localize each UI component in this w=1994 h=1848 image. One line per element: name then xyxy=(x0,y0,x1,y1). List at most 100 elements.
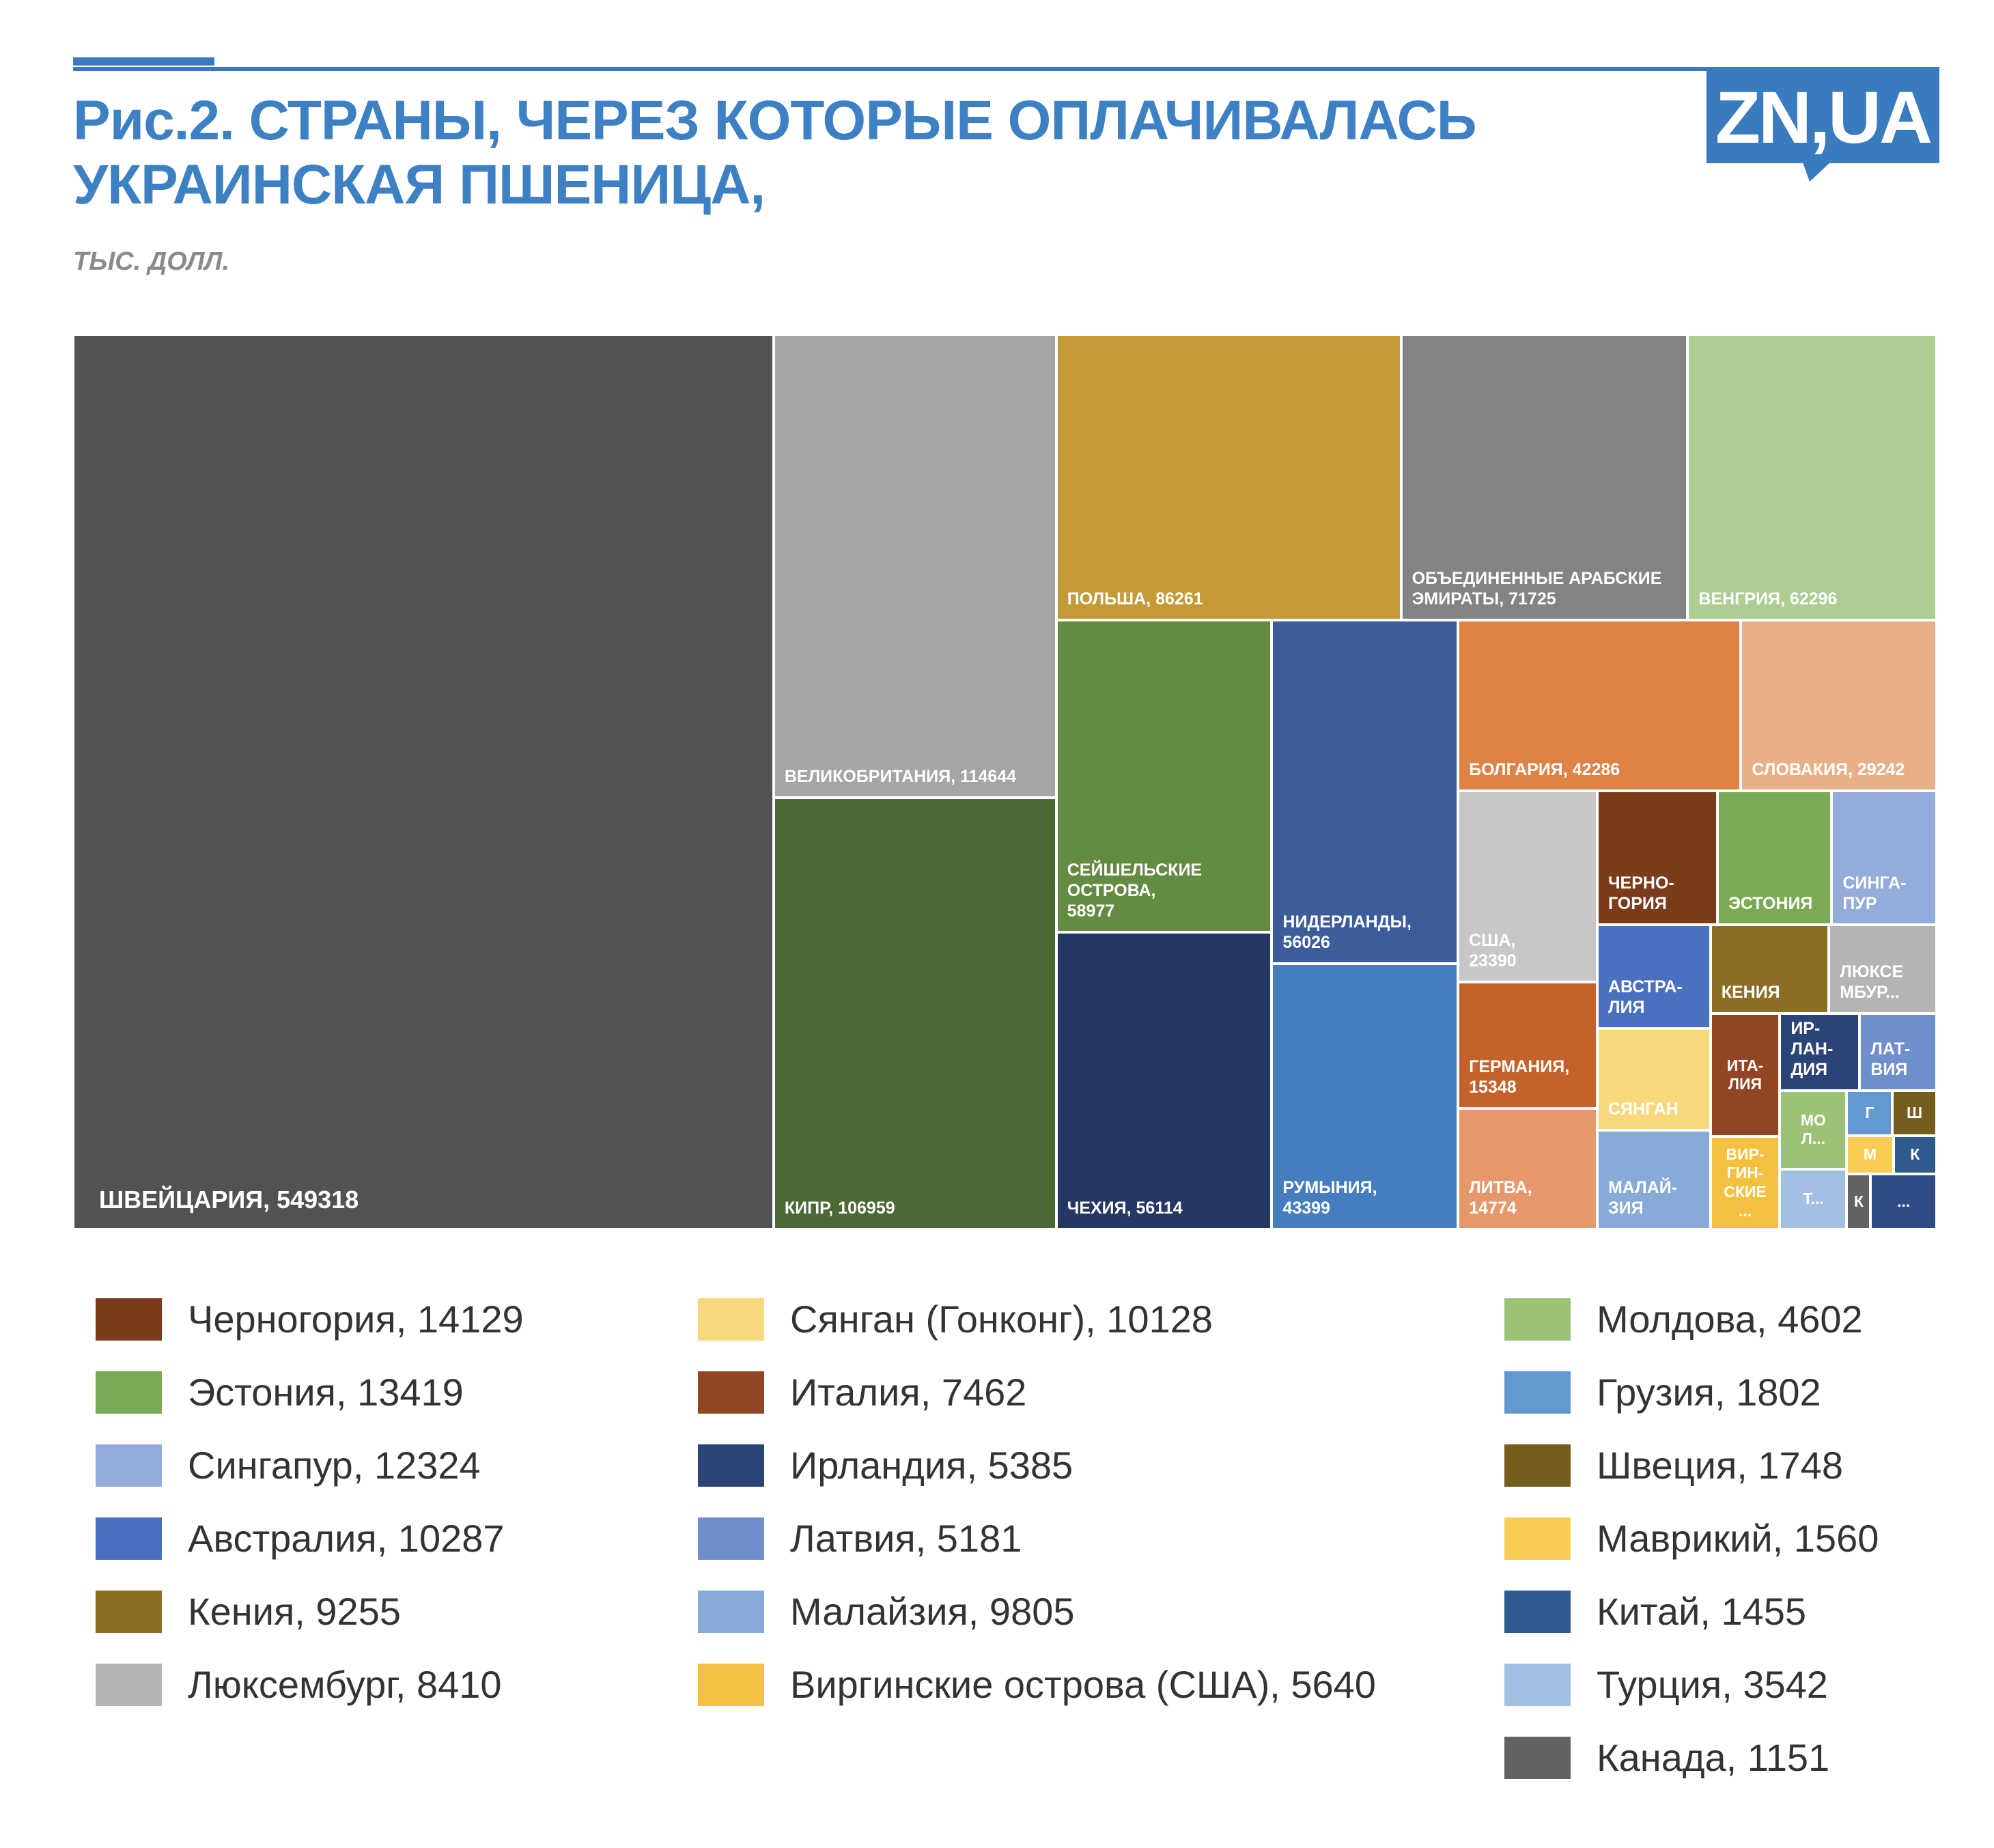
tile-label: М xyxy=(1863,1145,1877,1164)
chart-title: Рис.2. СТРАНЫ, ЧЕРЕЗ КОТОРЫЕ ОПЛАЧИВАЛАС… xyxy=(73,89,1477,216)
tile-label: ЛЮКСЕ МБУР... xyxy=(1840,962,1904,1003)
tile-label: НИДЕРЛАНДЫ, 56026 xyxy=(1282,912,1412,952)
legend-swatch xyxy=(698,1517,764,1560)
tile-label: СЯНГАН xyxy=(1607,1100,1679,1119)
tile-label: ВЕНГРИЯ, 62296 xyxy=(1698,589,1838,609)
treemap-tile: ИР- ЛАН- ДИЯ xyxy=(1780,1013,1860,1091)
tile-label: ЛАТ- ВИЯ xyxy=(1870,1039,1911,1079)
legend-label: Молдова, 4602 xyxy=(1597,1298,1863,1341)
tile-label: МАЛАЙ- ЗИЯ xyxy=(1607,1177,1678,1218)
legend-label: Люксембург, 8410 xyxy=(188,1663,502,1706)
tile-label: ВИР- ГИН- СКИЕ ... xyxy=(1724,1145,1767,1220)
treemap-tile: КИПР, 106959 xyxy=(773,797,1056,1229)
tile-label: Ш xyxy=(1907,1104,1923,1122)
legend-label: Латвия, 5181 xyxy=(790,1517,1022,1560)
legend-label: Канада, 1151 xyxy=(1597,1736,1830,1779)
tile-label: ВЕЛИКОБРИТАНИЯ, 114644 xyxy=(784,766,1017,786)
legend-label: Виргинские острова (США), 5640 xyxy=(790,1663,1376,1706)
legend-swatch xyxy=(1504,1517,1571,1560)
tile-label: ЛИТВА, 14774 xyxy=(1469,1177,1532,1218)
logo-tail xyxy=(1803,163,1830,182)
treemap-tile: МО Л... xyxy=(1780,1090,1847,1169)
legend-swatch xyxy=(698,1664,764,1706)
legend-swatch xyxy=(698,1371,764,1414)
legend-label: Швеция, 1748 xyxy=(1597,1444,1843,1487)
treemap-tile: ШВЕЙЦАРИЯ, 549318 xyxy=(73,335,774,1229)
legend-swatch xyxy=(96,1298,162,1341)
legend-swatch xyxy=(1504,1664,1571,1706)
legend-label: Ирландия, 5385 xyxy=(790,1444,1073,1487)
legend-swatch xyxy=(698,1591,764,1633)
legend-swatch xyxy=(96,1517,162,1560)
treemap-tile: М xyxy=(1846,1136,1894,1175)
legend-label: Кения, 9255 xyxy=(188,1590,401,1633)
tile-label: ИТА- ЛИЯ xyxy=(1726,1056,1764,1093)
legend-label: Маврикий, 1560 xyxy=(1597,1517,1879,1560)
treemap-tile: МАЛАЙ- ЗИЯ xyxy=(1597,1130,1711,1229)
legend-swatch xyxy=(96,1444,162,1487)
legend-label: Китай, 1455 xyxy=(1597,1590,1807,1633)
legend-swatch xyxy=(96,1591,162,1633)
treemap-tile: НИДЕРЛАНДЫ, 56026 xyxy=(1272,620,1459,964)
tile-label: МО Л... xyxy=(1800,1110,1826,1148)
tile-label: ЭСТОНИЯ xyxy=(1728,893,1813,913)
treemap-tile: Г xyxy=(1846,1090,1893,1136)
legend-swatch xyxy=(1504,1371,1571,1414)
legend-swatch xyxy=(698,1298,764,1341)
legend-label: Малайзия, 9805 xyxy=(790,1590,1075,1633)
treemap-tile: КЕНИЯ xyxy=(1710,924,1829,1014)
treemap-tile: БОЛГАРИЯ, 42286 xyxy=(1458,620,1741,791)
treemap-tile: ВЕЛИКОБРИТАНИЯ, 114644 xyxy=(773,335,1056,798)
treemap-tile: К xyxy=(1893,1136,1937,1175)
tile-label: БОЛГАРИЯ, 42286 xyxy=(1469,759,1620,779)
tile-label: К xyxy=(1910,1145,1920,1164)
treemap-tile: ПОЛЬША, 86261 xyxy=(1056,335,1401,621)
tile-label: ... xyxy=(1897,1192,1911,1210)
tile-label: ШВЕЙЦАРИЯ, 549318 xyxy=(99,1185,359,1214)
treemap-tile: ВЕНГРИЯ, 62296 xyxy=(1687,335,1937,621)
tile-label: ОБЪЕДИНЕННЫЕ АРАБСКИЕ ЭМИРАТЫ, 71725 xyxy=(1412,569,1662,609)
treemap-tile: ИТА- ЛИЯ xyxy=(1710,1013,1780,1137)
legend-label: Австралия, 10287 xyxy=(188,1517,505,1560)
legend-swatch xyxy=(96,1371,162,1414)
legend-swatch xyxy=(1504,1298,1571,1341)
legend-label: Эстония, 13419 xyxy=(188,1371,464,1414)
legend-swatch xyxy=(1504,1591,1571,1633)
treemap-tile: Т... xyxy=(1780,1168,1847,1229)
treemap-tile: США, 23390 xyxy=(1458,790,1597,983)
tile-label: КЕНИЯ xyxy=(1721,983,1780,1003)
tile-label: СЕЙШЕЛЬСКИЕ ОСТРОВА, 58977 xyxy=(1067,860,1203,921)
treemap-tile: ЭСТОНИЯ xyxy=(1717,790,1832,925)
legend-swatch xyxy=(1504,1444,1571,1487)
tile-label: КИПР, 106959 xyxy=(784,1198,895,1218)
treemap-tile: ... xyxy=(1870,1174,1937,1229)
treemap-tile: ЛЮКСЕ МБУР... xyxy=(1829,924,1937,1014)
tile-label: ПОЛЬША, 86261 xyxy=(1067,589,1203,609)
treemap-tile: ВИР- ГИН- СКИЕ ... xyxy=(1710,1136,1780,1229)
legend-label: Грузия, 1802 xyxy=(1597,1371,1821,1414)
treemap-tile: К xyxy=(1846,1174,1871,1229)
legend-swatch xyxy=(1504,1737,1571,1779)
tile-label: ЧЕХИЯ, 56114 xyxy=(1067,1198,1183,1218)
header-bar xyxy=(73,57,214,66)
tile-label: РУМЫНИЯ, 43399 xyxy=(1282,1177,1377,1218)
legend-label: Сингапур, 12324 xyxy=(188,1444,481,1487)
tile-label: СИНГА- ПУР xyxy=(1842,873,1907,913)
legend-label: Турция, 3542 xyxy=(1597,1663,1828,1706)
treemap-tile: ЛИТВА, 14774 xyxy=(1458,1108,1597,1229)
tile-label: АВСТРА- ЛИЯ xyxy=(1607,977,1683,1017)
treemap-tile: СЕЙШЕЛЬСКИЕ ОСТРОВА, 58977 xyxy=(1056,620,1272,933)
treemap-tile: ЧЕРНО- ГОРИЯ xyxy=(1597,790,1718,925)
treemap-tile: СЯНГАН xyxy=(1597,1028,1711,1131)
legend-label: Черногория, 14129 xyxy=(188,1298,524,1341)
tile-label: ЧЕРНО- ГОРИЯ xyxy=(1607,873,1674,913)
logo: ZN,UA xyxy=(1707,70,1939,163)
legend-label: Италия, 7462 xyxy=(790,1371,1027,1414)
treemap-tile: ГЕРМАНИЯ, 15348 xyxy=(1458,982,1597,1108)
tile-label: ГЕРМАНИЯ, 15348 xyxy=(1469,1056,1570,1097)
tile-label: Г xyxy=(1865,1104,1874,1122)
tile-label: США, 23390 xyxy=(1469,931,1517,971)
treemap: ШВЕЙЦАРИЯ, 549318 ВЕЛИКОБРИТАНИЯ, 114644 К… xyxy=(73,335,1937,1229)
treemap-tile: АВСТРА- ЛИЯ xyxy=(1597,924,1711,1028)
